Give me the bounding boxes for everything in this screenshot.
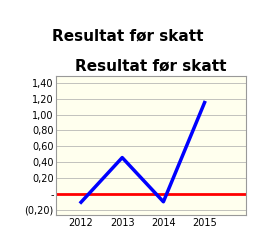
Title: Resultat før skatt: Resultat før skatt bbox=[75, 59, 227, 74]
Text: Resultat før skatt: Resultat før skatt bbox=[52, 28, 204, 43]
